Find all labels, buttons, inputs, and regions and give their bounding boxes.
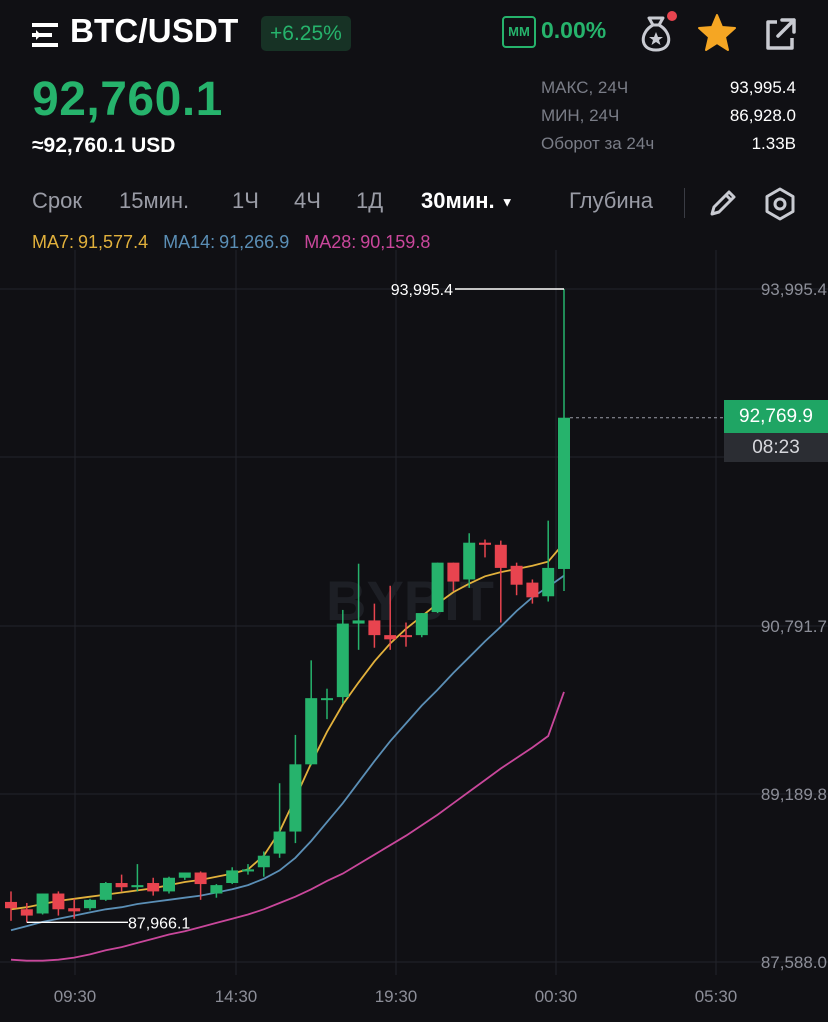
mm-badge[interactable]: MM bbox=[502, 16, 536, 48]
trading-pair-title[interactable]: BTC/USDT bbox=[70, 12, 239, 49]
candle-body bbox=[447, 562, 460, 582]
candle-body bbox=[526, 582, 539, 598]
y-tick-label: 87,588.0 bbox=[761, 953, 827, 972]
y-tick-label: 90,791.7 bbox=[761, 617, 827, 636]
candlestick-chart[interactable]: BYBIT 93,995.487,966.1 93,995.490,791.78… bbox=[0, 250, 828, 1022]
share-icon[interactable] bbox=[760, 14, 800, 54]
last-price: 92,760.1 bbox=[32, 73, 223, 126]
tab-1h[interactable]: 1Ч bbox=[232, 188, 259, 213]
notification-dot bbox=[667, 11, 677, 21]
candle-body bbox=[542, 567, 555, 597]
stat-low-value: 86,928.0 bbox=[729, 106, 796, 125]
settings-hexagon-icon[interactable] bbox=[762, 186, 798, 222]
y-tick-label: 89,189.8 bbox=[761, 785, 827, 804]
candle-body bbox=[115, 883, 128, 888]
tab-depth[interactable]: Глубина bbox=[569, 188, 654, 213]
x-tick-label: 05:30 bbox=[695, 987, 738, 1006]
pencil-icon[interactable] bbox=[706, 186, 740, 220]
ma7-legend: MA7: 91,577.4 bbox=[32, 232, 149, 252]
candle-body bbox=[510, 565, 523, 585]
candle-body bbox=[558, 417, 570, 569]
candle-body bbox=[479, 542, 491, 545]
candle-body bbox=[415, 613, 428, 636]
candle-body bbox=[36, 893, 49, 914]
candle-body bbox=[194, 872, 207, 885]
caret-down-icon: ▼ bbox=[500, 194, 514, 210]
current-price-tag: 92,769.9 bbox=[724, 400, 828, 433]
candle-body bbox=[99, 883, 112, 900]
ma14-path bbox=[10, 574, 565, 932]
candle-body bbox=[257, 855, 270, 868]
term-label: Срок bbox=[32, 188, 82, 213]
candle-body bbox=[336, 623, 349, 698]
candle-body bbox=[226, 870, 239, 884]
candle-body bbox=[5, 901, 17, 909]
chart-markers: 93,995.4 87,966.1 bbox=[26, 282, 724, 932]
candle-body bbox=[289, 764, 302, 832]
x-tick-label: 09:30 bbox=[54, 987, 97, 1006]
x-tick-label: 19:30 bbox=[375, 987, 418, 1006]
stat-high-label: МАКС, 24Ч bbox=[541, 78, 629, 97]
high-marker-label: 93,995.4 bbox=[391, 282, 453, 299]
y-tick-label: 93,995.4 bbox=[761, 280, 827, 299]
tab-15min[interactable]: 15мин. bbox=[119, 188, 190, 213]
x-tick-label: 14:30 bbox=[215, 987, 258, 1006]
candle-body bbox=[52, 893, 65, 910]
stat-high-value: 93,995.4 bbox=[729, 78, 796, 97]
y-axis: 93,995.4 90,791.7 89,189.8 87,588.0 bbox=[761, 280, 827, 972]
stat-low-label: МИН, 24Ч bbox=[541, 106, 620, 125]
ma28-line bbox=[10, 691, 565, 962]
tab-30min-label: 30мин. bbox=[421, 188, 495, 213]
mm-value: 0.00% bbox=[541, 17, 607, 43]
x-tick-label: 00:30 bbox=[535, 987, 578, 1006]
price-change-badge: +6.25% bbox=[261, 16, 351, 51]
candle-body bbox=[352, 620, 365, 624]
ma28-legend: MA28: 90,159.8 bbox=[304, 232, 431, 252]
candle-body bbox=[321, 698, 333, 701]
candle-body bbox=[68, 908, 81, 912]
candle-body bbox=[84, 899, 96, 909]
ma14-legend: MA14: 91,266.9 bbox=[163, 232, 290, 252]
chart-grid bbox=[0, 250, 828, 975]
candle-body bbox=[20, 909, 33, 916]
candle-body bbox=[368, 620, 381, 636]
stat-turnover-label: Оборот за 24ч bbox=[541, 134, 655, 153]
ma-legend: MA7: 91,577.4 MA14: 91,266.9 MA28: 90,159.8 bbox=[32, 232, 440, 253]
tab-4h[interactable]: 4Ч bbox=[294, 188, 321, 213]
tab-30min-dropdown[interactable]: 30мин. ▼ bbox=[421, 188, 514, 214]
candle-body bbox=[242, 869, 254, 872]
candle-body bbox=[494, 544, 507, 568]
candle-body bbox=[163, 877, 175, 892]
candle-body bbox=[384, 635, 397, 640]
ma14-line bbox=[10, 574, 565, 932]
low-marker-label: 87,966.1 bbox=[128, 915, 190, 932]
toolbar-divider bbox=[684, 188, 685, 218]
candles bbox=[5, 289, 570, 923]
tab-1d[interactable]: 1Д bbox=[356, 188, 384, 213]
candle-body bbox=[463, 542, 476, 580]
stat-turnover-value: 1.33B bbox=[751, 134, 796, 153]
x-axis: 09:30 14:30 19:30 00:30 05:30 bbox=[54, 987, 738, 1006]
ma28-path bbox=[10, 691, 565, 962]
price-usd-equivalent: ≈92,760.1 USD bbox=[32, 134, 176, 157]
money-bag-icon[interactable] bbox=[634, 10, 678, 54]
candle-body bbox=[273, 831, 286, 854]
candle-body bbox=[400, 635, 412, 638]
candle-body bbox=[210, 885, 223, 894]
candle-countdown: 08:23 bbox=[724, 433, 828, 462]
menu-icon[interactable] bbox=[32, 22, 62, 48]
candle-body bbox=[131, 885, 144, 888]
candle-body bbox=[431, 562, 444, 613]
favorite-star-icon[interactable] bbox=[696, 12, 738, 54]
candle-body bbox=[147, 883, 160, 892]
candle-body bbox=[305, 698, 318, 765]
candle-body bbox=[178, 872, 191, 878]
